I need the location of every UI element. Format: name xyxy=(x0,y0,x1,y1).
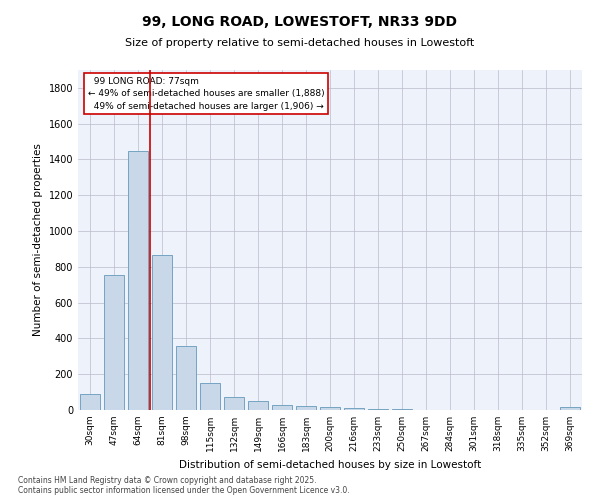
Y-axis label: Number of semi-detached properties: Number of semi-detached properties xyxy=(33,144,43,336)
Bar xyxy=(344,408,364,410)
Bar xyxy=(560,408,580,410)
Bar xyxy=(368,408,388,410)
Bar xyxy=(104,275,124,410)
Bar xyxy=(272,404,292,410)
Bar xyxy=(80,394,100,410)
Text: Contains HM Land Registry data © Crown copyright and database right 2025.
Contai: Contains HM Land Registry data © Crown c… xyxy=(18,476,350,495)
Bar xyxy=(296,406,316,410)
Bar xyxy=(176,346,196,410)
X-axis label: Distribution of semi-detached houses by size in Lowestoft: Distribution of semi-detached houses by … xyxy=(179,460,481,469)
Bar xyxy=(248,401,268,410)
Bar xyxy=(128,150,148,410)
Bar xyxy=(392,409,412,410)
Text: 99 LONG ROAD: 77sqm
← 49% of semi-detached houses are smaller (1,888)
  49% of s: 99 LONG ROAD: 77sqm ← 49% of semi-detach… xyxy=(88,77,325,111)
Bar xyxy=(200,383,220,410)
Text: 99, LONG ROAD, LOWESTOFT, NR33 9DD: 99, LONG ROAD, LOWESTOFT, NR33 9DD xyxy=(143,15,458,29)
Bar xyxy=(152,255,172,410)
Text: Size of property relative to semi-detached houses in Lowestoft: Size of property relative to semi-detach… xyxy=(125,38,475,48)
Bar xyxy=(224,398,244,410)
Bar xyxy=(320,408,340,410)
